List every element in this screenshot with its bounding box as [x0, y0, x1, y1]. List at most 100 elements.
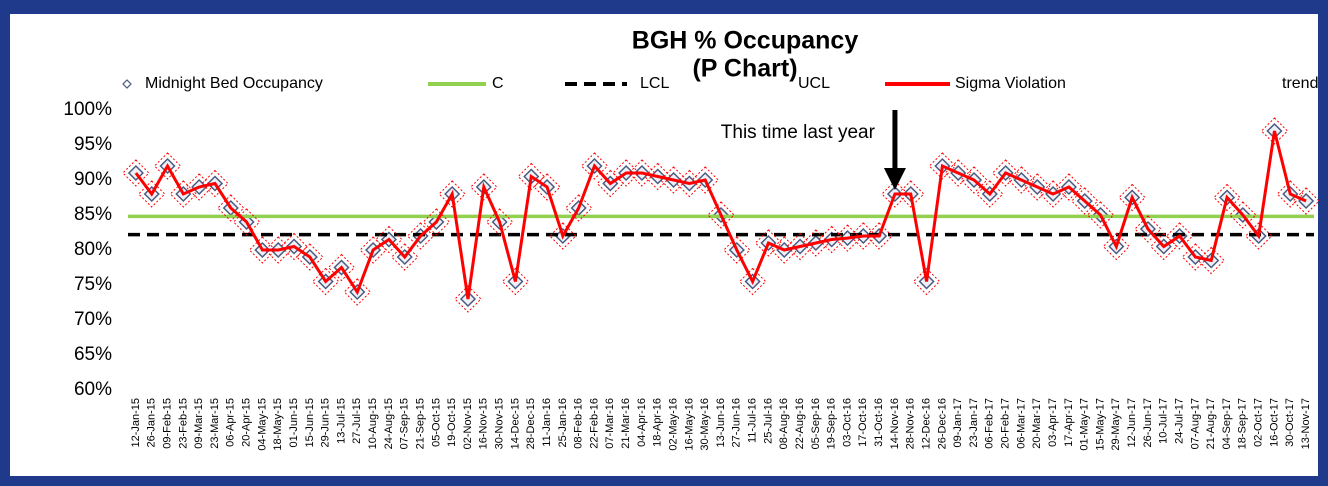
x-tick-label: 23-Feb-15 [177, 398, 189, 449]
sigma-marker [454, 285, 482, 313]
x-tick-label: 30-Nov-15 [494, 398, 506, 449]
sigma-marker [470, 173, 498, 201]
sigma-marker [1150, 232, 1178, 261]
x-tick-label: 21-Mar-16 [620, 398, 632, 449]
sigma-marker [944, 159, 972, 187]
sigma-marker [1165, 222, 1194, 250]
sigma-marker [928, 152, 957, 180]
sigma-marker [153, 152, 182, 180]
sigma-marker [675, 169, 704, 198]
sigma-marker [912, 267, 941, 296]
x-tick-label: 20-Apr-15 [241, 398, 253, 447]
sigma-marker [770, 236, 798, 264]
x-tick-label: 10-Aug-15 [367, 398, 379, 449]
x-tick-label: 22-Feb-16 [588, 398, 600, 449]
sigma-marker [786, 232, 814, 261]
sigma-marker [1007, 166, 1036, 194]
sigma-marker [1229, 201, 1257, 229]
x-tick-label: 18-May-15 [272, 398, 284, 451]
sigma-marker [311, 267, 340, 296]
x-tick-label: 29-Jun-15 [320, 398, 332, 448]
sigma-marker [232, 208, 261, 236]
x-tick-label: 21-Aug-17 [1205, 398, 1217, 449]
x-tick-label: 07-Sep-15 [399, 398, 411, 449]
sigma-marker [359, 236, 387, 264]
sigma-marker [533, 173, 561, 201]
sigma-marker [549, 222, 577, 250]
x-tick-label: 07-Aug-17 [1189, 398, 1201, 449]
sigma-marker [1023, 173, 1051, 201]
sigma-marker [217, 194, 245, 222]
sigma-marker [564, 194, 593, 222]
x-tick-label: 11-Jan-16 [541, 398, 553, 447]
x-tick-label: 09-Feb-15 [161, 398, 173, 449]
sigma-marker [691, 166, 719, 194]
x-tick-label: 03-Apr-17 [1047, 398, 1059, 447]
x-tick-label: 12-Jan-15 [130, 398, 142, 448]
sigma-marker [1213, 183, 1241, 212]
y-tick-label: 75% [74, 274, 112, 295]
x-tick-label: 28-Dec-15 [525, 398, 537, 449]
x-tick-label: 27-Jul-15 [351, 398, 363, 444]
y-tick-label: 85% [74, 204, 112, 225]
annotation: This time last year [721, 122, 876, 143]
sigma-marker [201, 169, 229, 198]
sigma-marker [406, 222, 435, 250]
sigma-marker [1260, 117, 1289, 145]
sigma-marker [1071, 187, 1099, 215]
x-tick-label: 23-Mar-15 [209, 398, 221, 449]
x-tick-label: 16-May-16 [683, 398, 695, 451]
sigma-marker [754, 229, 783, 257]
x-tick-label: 14-Nov-16 [889, 398, 901, 449]
sigma-marker [1086, 201, 1115, 229]
sigma-marker [1134, 215, 1162, 243]
sigma-marker [644, 162, 672, 191]
sigma-marker [612, 159, 640, 187]
legend-swatch [122, 79, 132, 89]
sigma-marker [391, 243, 419, 271]
x-tick-label: 02-Oct-17 [1253, 398, 1265, 447]
x-tick-label: 18-Sep-17 [1237, 398, 1249, 449]
x-tick-label: 20-Mar-17 [1031, 398, 1043, 449]
sigma-marker [375, 225, 403, 254]
y-tick-label: 70% [74, 309, 112, 330]
x-tick-label: 24-Jul-17 [1173, 398, 1185, 444]
x-tick-label: 09-Jan-17 [952, 398, 964, 448]
x-tick-label: 29-May-17 [1110, 398, 1122, 451]
sigma-marker [802, 229, 830, 257]
legend-label: UCL [798, 75, 830, 92]
sigma-marker [138, 180, 166, 208]
x-tick-label: 05-Sep-16 [810, 398, 822, 449]
x-tick-label: 04-May-15 [256, 398, 268, 451]
x-tick-label: 04-Apr-16 [636, 398, 648, 447]
x-tick-label: 04-Sep-17 [1221, 398, 1233, 449]
x-tick-label: 15-Jun-15 [304, 398, 316, 448]
x-tick-label: 30-Oct-17 [1284, 398, 1296, 447]
sigma-marker [580, 152, 609, 180]
x-tick-label: 20-Feb-17 [1000, 398, 1012, 449]
sigma-marker [280, 232, 308, 261]
x-tick-label: 26-Dec-16 [936, 398, 948, 449]
chart-panel [10, 14, 1318, 476]
sigma-marker [422, 208, 451, 236]
x-tick-label: 16-Oct-17 [1268, 398, 1280, 447]
sigma-marker [723, 236, 751, 264]
x-tick-label: 18-Apr-16 [652, 398, 664, 447]
y-tick-label: 100% [63, 99, 112, 120]
sigma-marker [881, 180, 909, 208]
x-tick-label: 02-May-16 [667, 398, 679, 451]
sigma-marker [960, 166, 988, 194]
sigma-marker [865, 222, 893, 250]
x-tick-label: 16-Nov-15 [478, 398, 490, 449]
x-tick-label: 23-Jan-17 [968, 398, 980, 448]
x-tick-label: 11-Jul-16 [747, 398, 759, 443]
x-tick-label: 24-Aug-15 [383, 398, 395, 449]
x-tick-label: 26-Jan-15 [146, 398, 158, 448]
legend-label: Midnight Bed Occupancy [145, 75, 323, 92]
y-tick-label: 60% [74, 379, 112, 400]
sigma-marker [817, 225, 846, 254]
legend-label: Sigma Violation [955, 75, 1066, 92]
sigma-marker [438, 180, 466, 208]
x-tick-label: 09-Mar-15 [193, 398, 205, 449]
x-tick-label: 02-Nov-15 [462, 398, 474, 449]
